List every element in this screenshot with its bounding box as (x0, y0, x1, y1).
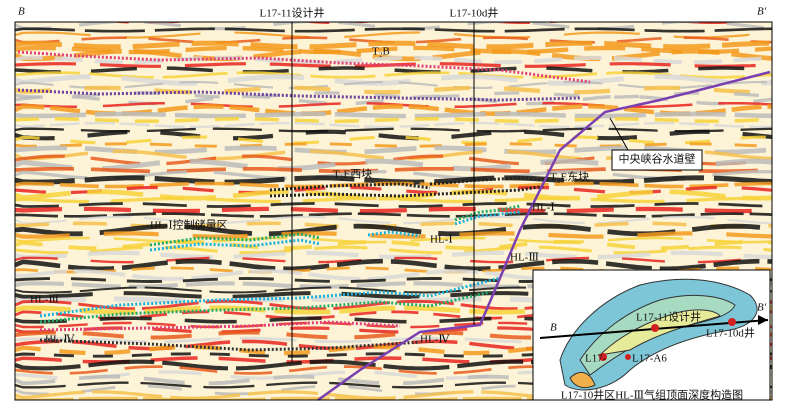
reflection (15, 189, 772, 201)
reflection (15, 206, 772, 214)
reflection (15, 111, 772, 119)
reflection (15, 142, 772, 148)
section-end: B (18, 6, 25, 18)
reflection (15, 196, 772, 204)
reflection (15, 91, 772, 99)
leader (609, 117, 629, 151)
reflection (15, 55, 772, 65)
reflection (15, 121, 772, 129)
block-label: T₂E东块 (550, 171, 589, 184)
section-frame (14, 21, 773, 401)
reflection (15, 27, 772, 33)
reflection (15, 85, 772, 95)
reflection (15, 231, 772, 239)
reflection (15, 129, 772, 141)
reflection (15, 71, 772, 79)
seismic-reflections (15, 22, 772, 400)
zone-label: HL-Ⅳ (45, 334, 75, 346)
reserve-label: HL-Ⅰ控制储量区 (150, 218, 228, 232)
reflection (15, 258, 772, 272)
reflection (15, 145, 772, 155)
reflection (15, 175, 772, 185)
reflection (15, 236, 772, 244)
reflection (15, 127, 772, 133)
well-label: L17-10d井 (450, 6, 499, 20)
label-box (611, 149, 703, 171)
reflection (15, 117, 772, 123)
inset-well: L17-A6 (632, 353, 667, 365)
zone-label: HL-Ⅳ (420, 334, 450, 346)
section-end: B' (757, 6, 767, 18)
inset-well: L17- (585, 353, 607, 365)
reflection (15, 370, 772, 380)
inset-caption: L17-10井区HL-Ⅲ气组顶面深度构造图 (561, 388, 743, 402)
canyon-label: 中央峡谷水道壁 (619, 152, 696, 166)
reflection (15, 74, 772, 86)
inset-well: L17-11设计井 (636, 310, 701, 324)
inset-end: B' (757, 302, 767, 314)
reflection (15, 256, 772, 264)
reflection (15, 135, 772, 145)
reflection (15, 36, 772, 44)
well-label: L17-11设计井 (260, 6, 325, 20)
inset-map (539, 278, 769, 391)
zone-label: HL-Ⅲ (30, 294, 59, 306)
inset-well: L17-10d井 (706, 326, 755, 340)
zone-label: HL-Ⅰ (430, 234, 453, 246)
reflection (15, 40, 772, 50)
zone-label: HL-Ⅲ (510, 252, 539, 264)
reflection (15, 215, 772, 225)
reflection (15, 212, 772, 218)
zone-label: HL-Ⅰ (532, 202, 555, 214)
reflection (15, 239, 772, 251)
inset-end: B (550, 322, 557, 334)
canyon-wall (317, 70, 771, 402)
horizon-label: T₂B (372, 46, 390, 58)
horizons (17, 50, 591, 352)
reflection (15, 291, 772, 299)
reflection (15, 31, 772, 39)
block-label: T₂E西块 (333, 168, 372, 181)
reflection (15, 66, 772, 74)
